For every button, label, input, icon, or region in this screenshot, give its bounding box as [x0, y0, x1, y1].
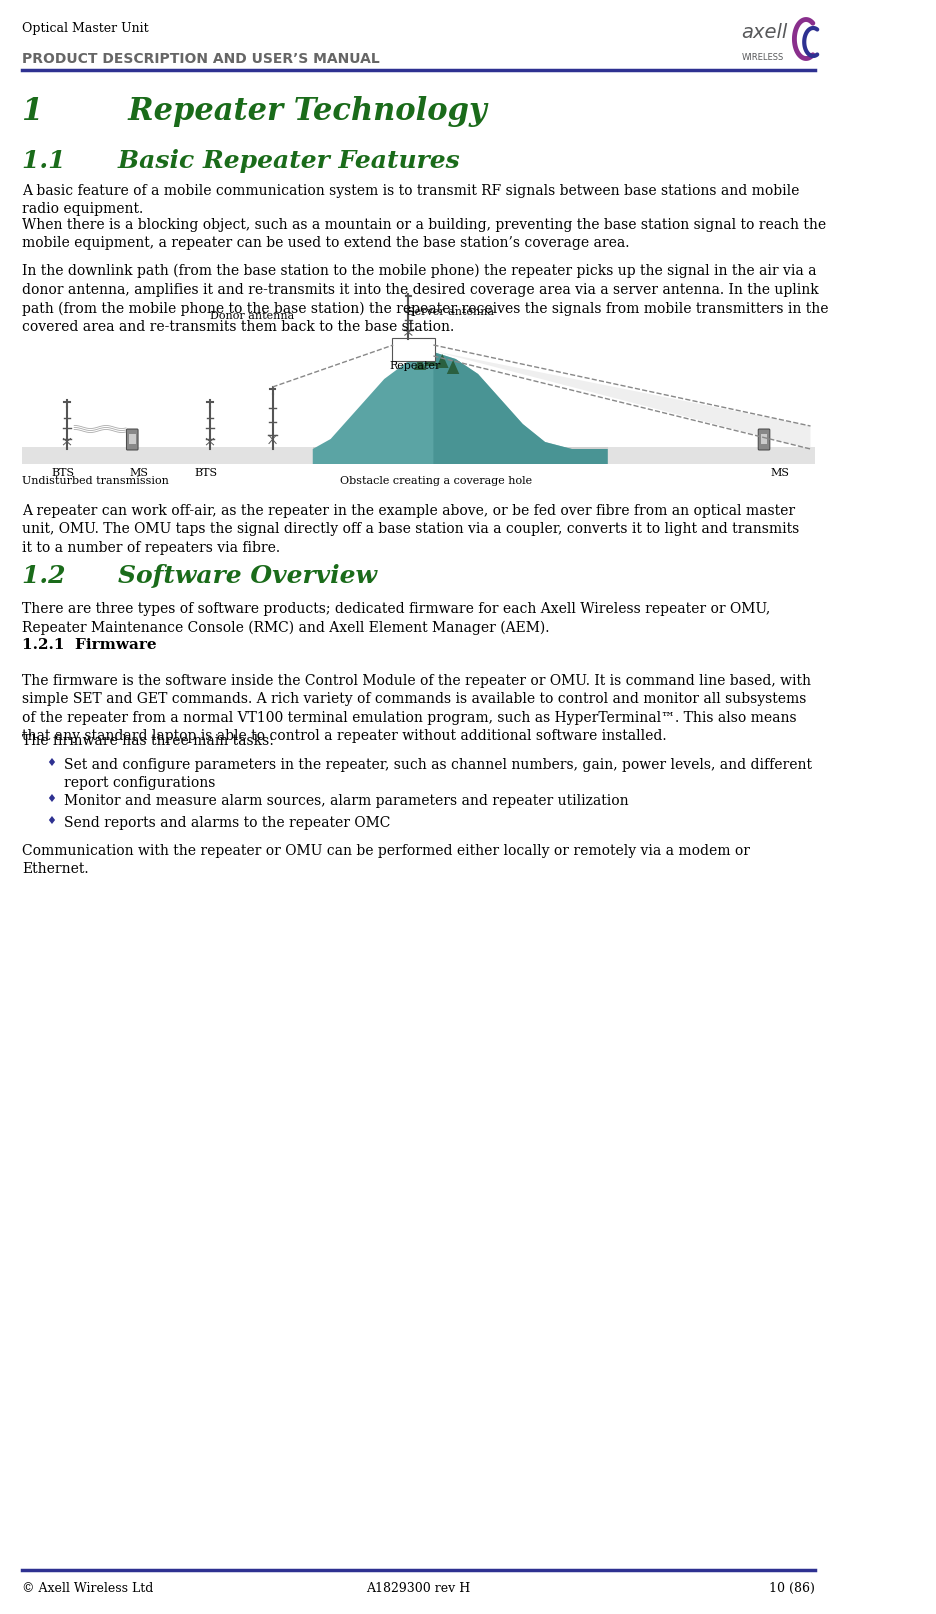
- Polygon shape: [414, 357, 426, 370]
- Polygon shape: [424, 352, 436, 366]
- Text: BTS: BTS: [51, 468, 74, 478]
- Text: ♦: ♦: [47, 817, 56, 826]
- Text: Repeater: Repeater: [388, 362, 440, 371]
- Text: A1829300 rev H: A1829300 rev H: [366, 1582, 470, 1595]
- Polygon shape: [433, 350, 810, 449]
- Text: ♦: ♦: [47, 759, 56, 768]
- Text: © Axell Wireless Ltd: © Axell Wireless Ltd: [22, 1582, 154, 1595]
- Text: When there is a blocking object, such as a mountain or a building, preventing th: When there is a blocking object, such as…: [22, 218, 826, 250]
- Bar: [760, 434, 767, 444]
- Polygon shape: [446, 360, 459, 374]
- FancyBboxPatch shape: [391, 337, 434, 360]
- Text: 10 (86): 10 (86): [768, 1582, 814, 1595]
- Text: MS: MS: [129, 468, 149, 478]
- Text: Set and configure parameters in the repeater, such as channel numbers, gain, pow: Set and configure parameters in the repe…: [65, 759, 812, 791]
- Text: 1.1      Basic Repeater Features: 1.1 Basic Repeater Features: [22, 148, 460, 173]
- Text: Donor antenna: Donor antenna: [210, 312, 294, 321]
- Polygon shape: [313, 352, 607, 463]
- Text: Send reports and alarms to the repeater OMC: Send reports and alarms to the repeater …: [65, 817, 390, 830]
- Text: 1.2.1  Firmware: 1.2.1 Firmware: [22, 638, 157, 652]
- Text: 1        Repeater Technology: 1 Repeater Technology: [22, 95, 487, 128]
- Text: axell: axell: [741, 23, 787, 42]
- Text: A repeater can work off-air, as the repeater in the example above, or be fed ove: A repeater can work off-air, as the repe…: [22, 504, 798, 555]
- Text: PRODUCT DESCRIPTION AND USER’S MANUAL: PRODUCT DESCRIPTION AND USER’S MANUAL: [22, 52, 380, 66]
- Text: Server antenna: Server antenna: [406, 307, 493, 316]
- Text: BTS: BTS: [194, 468, 217, 478]
- Text: Optical Master Unit: Optical Master Unit: [22, 23, 149, 36]
- Bar: [607, 447, 814, 463]
- Text: 1.2      Software Overview: 1.2 Software Overview: [22, 563, 377, 587]
- Text: The firmware is the software inside the Control Module of the repeater or OMU. I: The firmware is the software inside the …: [22, 675, 811, 742]
- Text: A basic feature of a mobile communication system is to transmit RF signals betwe: A basic feature of a mobile communicatio…: [22, 184, 798, 216]
- FancyBboxPatch shape: [757, 429, 769, 450]
- Polygon shape: [435, 353, 448, 368]
- Bar: [129, 434, 136, 444]
- Text: The firmware has three main tasks:: The firmware has three main tasks:: [22, 734, 274, 747]
- Text: WIRELESS: WIRELESS: [741, 53, 783, 61]
- Text: Communication with the repeater or OMU can be performed either locally or remote: Communication with the repeater or OMU c…: [22, 844, 750, 876]
- FancyBboxPatch shape: [126, 429, 138, 450]
- Text: ♦: ♦: [47, 794, 56, 804]
- Text: Undisturbed transmission: Undisturbed transmission: [22, 476, 169, 486]
- Text: Monitor and measure alarm sources, alarm parameters and repeater utilization: Monitor and measure alarm sources, alarm…: [65, 794, 628, 809]
- Bar: [22, 447, 313, 463]
- Polygon shape: [433, 352, 607, 463]
- Text: MS: MS: [769, 468, 788, 478]
- Text: There are three types of software products; dedicated firmware for each Axell Wi: There are three types of software produc…: [22, 602, 769, 634]
- Text: In the downlink path (from the base station to the mobile phone) the repeater pi: In the downlink path (from the base stat…: [22, 265, 828, 334]
- Text: Obstacle creating a coverage hole: Obstacle creating a coverage hole: [339, 476, 531, 486]
- Bar: [22, 447, 814, 463]
